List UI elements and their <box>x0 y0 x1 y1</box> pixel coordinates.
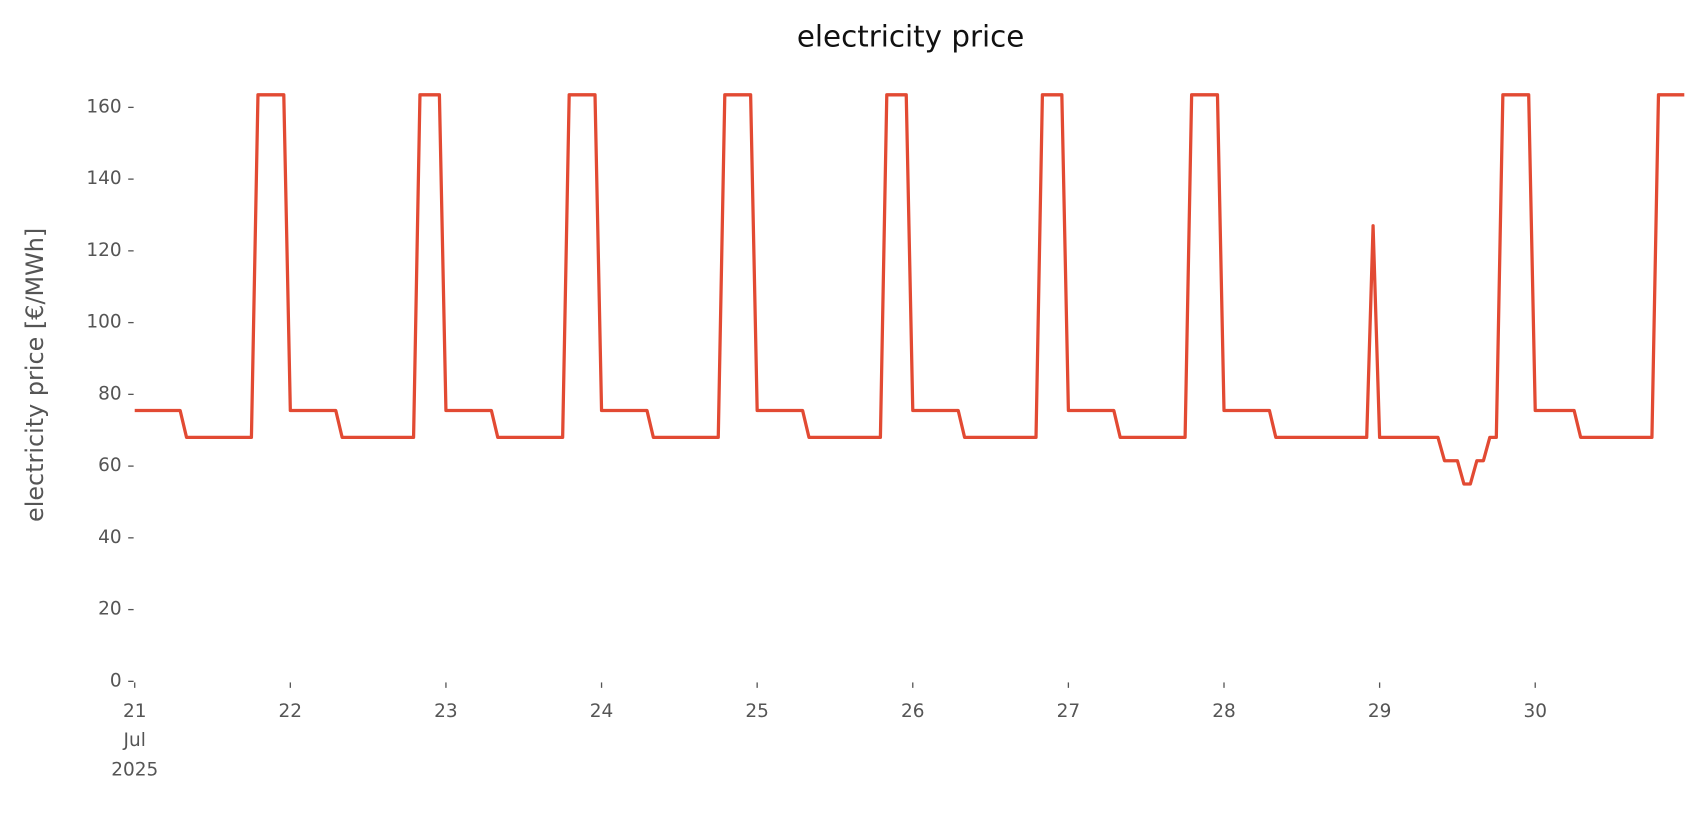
y-tick-label: 60 <box>98 455 122 476</box>
x-tick-label: 24 <box>590 701 614 722</box>
y-tick-label: 120 <box>86 240 121 261</box>
x-tick-label: 28 <box>1212 701 1236 722</box>
y-axis-label: electricity price [€/MWh] <box>21 228 49 522</box>
y-tick-label: 160 <box>86 96 121 117</box>
y-tick-label: 80 <box>98 383 122 404</box>
x-tick-label: 25 <box>745 701 769 722</box>
y-tick-label: 20 <box>98 599 122 620</box>
x-tick-label: 26 <box>901 701 925 722</box>
x-tick-label: 23 <box>434 701 458 722</box>
chart-title: electricity price <box>797 20 1025 54</box>
price-line <box>134 93 1685 486</box>
y-tick-label: 100 <box>86 312 121 333</box>
y-tick-label: 140 <box>86 168 121 189</box>
x-tick-label: 27 <box>1057 701 1081 722</box>
x-tick-label: 22 <box>279 701 303 722</box>
y-tick-label: 40 <box>98 527 122 548</box>
x-tick-label: 21 Jul 2025 <box>111 701 158 781</box>
x-tick-label: 30 <box>1523 701 1547 722</box>
y-tick-label: 0 <box>110 670 122 691</box>
x-tick-label: 29 <box>1368 701 1392 722</box>
